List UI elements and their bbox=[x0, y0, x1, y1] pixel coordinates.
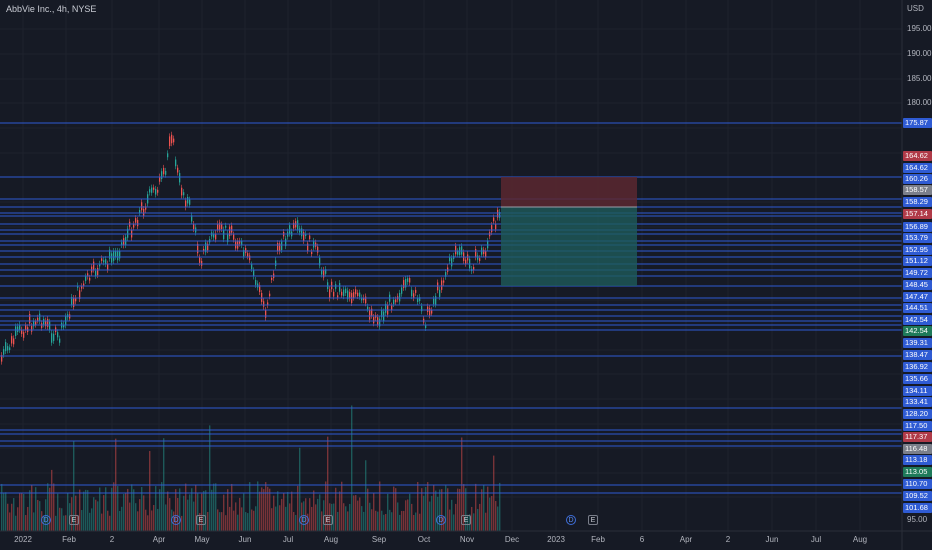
earnings-marker-icon[interactable]: E bbox=[323, 515, 333, 525]
price-level-badge: 142.54 bbox=[903, 315, 932, 325]
price-level-badge: 142.54 bbox=[903, 326, 932, 336]
earnings-marker-icon[interactable]: E bbox=[196, 515, 206, 525]
price-level-badge: 149.72 bbox=[903, 268, 932, 278]
price-level-badge: 136.92 bbox=[903, 362, 932, 372]
price-level-badge: 138.47 bbox=[903, 350, 932, 360]
time-tick: Dec bbox=[504, 535, 520, 544]
price-level-badge: 151.12 bbox=[903, 256, 932, 266]
price-level-badge: 135.66 bbox=[903, 374, 932, 384]
dividend-marker-icon[interactable]: D bbox=[171, 515, 181, 525]
dividend-marker-icon[interactable]: D bbox=[41, 515, 51, 525]
price-level-badge: 139.31 bbox=[903, 338, 932, 348]
price-level-badge: 110.70 bbox=[903, 479, 932, 489]
price-level-badge: 157.14 bbox=[903, 209, 932, 219]
price-level-badge: 101.68 bbox=[903, 503, 932, 513]
price-level-badge: 175.87 bbox=[903, 118, 932, 128]
time-tick: Nov bbox=[459, 535, 475, 544]
earnings-marker-icon[interactable]: E bbox=[69, 515, 79, 525]
price-level-badge: 164.62 bbox=[903, 151, 932, 161]
time-tick: 2 bbox=[109, 535, 115, 544]
horizontal-levels bbox=[0, 122, 902, 494]
price-level-badge: 148.45 bbox=[903, 280, 932, 290]
price-tick: 185.00 bbox=[907, 74, 932, 83]
price-level-badge: 128.20 bbox=[903, 409, 932, 419]
price-level-badge: 113.05 bbox=[903, 467, 932, 477]
price-level-badge: 153.79 bbox=[903, 233, 932, 243]
chart-title: AbbVie Inc., 4h, NYSE bbox=[6, 4, 97, 14]
price-level-badge: 117.50 bbox=[903, 421, 932, 431]
time-tick: 2 bbox=[725, 535, 731, 544]
price-level-badge: 158.57 bbox=[903, 185, 932, 195]
time-tick: May bbox=[194, 535, 210, 544]
price-level-badge: 156.89 bbox=[903, 222, 932, 232]
time-tick: Apr bbox=[679, 535, 693, 544]
time-tick: Jul bbox=[282, 535, 294, 544]
price-tick: 195.00 bbox=[907, 24, 932, 33]
price-level-badge: 134.11 bbox=[903, 386, 932, 396]
time-tick: Oct bbox=[417, 535, 431, 544]
time-tick: Feb bbox=[591, 535, 605, 544]
time-tick: Jul bbox=[810, 535, 822, 544]
price-tick: 180.00 bbox=[907, 98, 932, 107]
price-level-badge: 116.48 bbox=[903, 444, 932, 454]
time-tick: 2022 bbox=[14, 535, 32, 544]
price-level-badge: 164.62 bbox=[903, 163, 932, 173]
dividend-marker-icon[interactable]: D bbox=[299, 515, 309, 525]
price-level-badge: 144.51 bbox=[903, 303, 932, 313]
price-level-badge: 158.29 bbox=[903, 197, 932, 207]
time-tick: Sep bbox=[371, 535, 387, 544]
time-tick: Aug bbox=[323, 535, 339, 544]
time-tick: Jun bbox=[765, 535, 779, 544]
time-tick: 6 bbox=[639, 535, 645, 544]
earnings-marker-icon[interactable]: E bbox=[461, 515, 471, 525]
price-level-badge: 117.37 bbox=[903, 432, 932, 442]
time-tick: Aug bbox=[852, 535, 868, 544]
price-level-badge: 133.41 bbox=[903, 397, 932, 407]
dividend-marker-icon[interactable]: D bbox=[566, 515, 576, 525]
price-tick: 190.00 bbox=[907, 49, 932, 58]
stop-zone bbox=[501, 177, 637, 207]
time-tick: Jun bbox=[238, 535, 252, 544]
price-level-badge: 113.18 bbox=[903, 455, 932, 465]
target-zone bbox=[501, 207, 637, 286]
price-level-badge: 160.26 bbox=[903, 174, 932, 184]
time-tick: Feb bbox=[62, 535, 76, 544]
earnings-marker-icon[interactable]: E bbox=[588, 515, 598, 525]
currency-label: USD bbox=[907, 4, 924, 13]
price-level-badge: 147.47 bbox=[903, 292, 932, 302]
price-level-badge: 109.52 bbox=[903, 491, 932, 501]
time-tick: Apr bbox=[152, 535, 166, 544]
dividend-marker-icon[interactable]: D bbox=[436, 515, 446, 525]
price-level-badge: 152.95 bbox=[903, 245, 932, 255]
volume-bars bbox=[1, 405, 501, 531]
price-tick: 95.00 bbox=[907, 515, 928, 524]
time-tick: 2023 bbox=[547, 535, 565, 544]
